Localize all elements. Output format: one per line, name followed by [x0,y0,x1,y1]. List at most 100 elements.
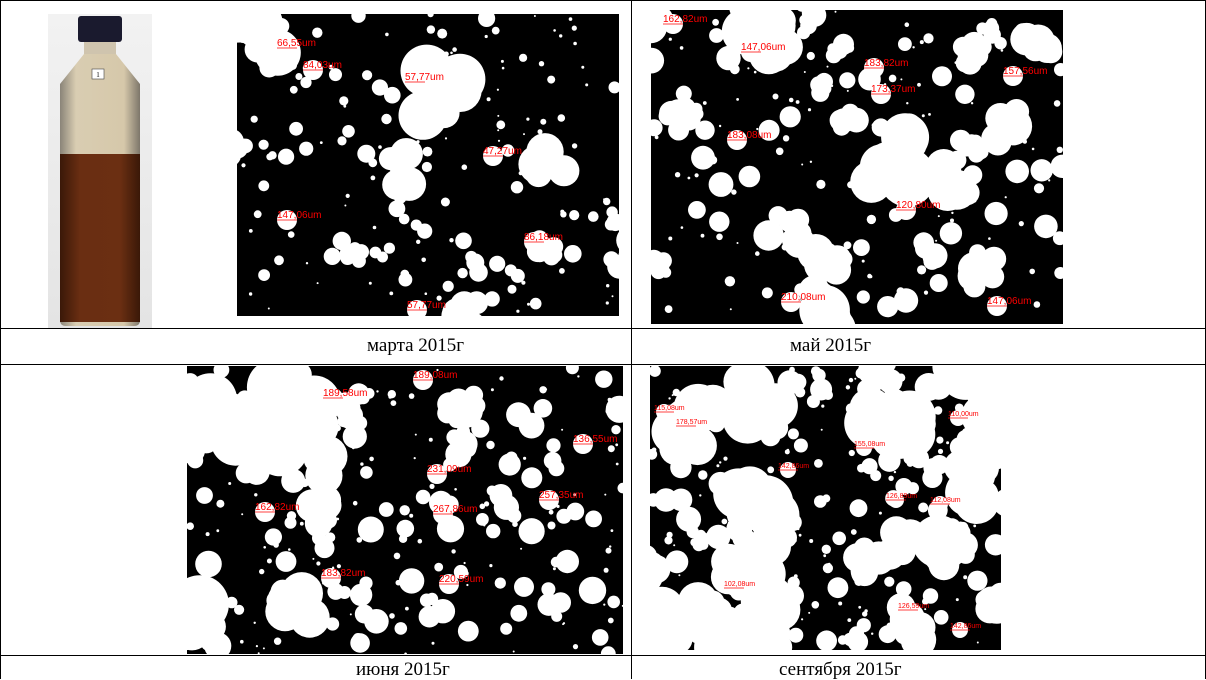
particle [484,34,488,39]
particle [467,299,479,310]
caption-september: сентября 2015г [779,659,902,680]
particle [911,411,936,437]
particle [962,165,983,185]
particle [431,641,435,645]
particle [258,180,270,192]
particle [299,589,302,593]
particle [774,422,777,425]
particle [263,546,266,549]
particle [452,47,457,52]
diameter-label: 220,59um [439,574,483,585]
particle [806,395,820,408]
particle [413,457,416,460]
particle [514,576,534,597]
particle [772,93,779,100]
particle [725,472,738,485]
particle-image-september: 115,08um 178,57um 110,00um 155,08um 142,86um… [650,366,1001,650]
particle [496,88,499,91]
particle [526,117,530,121]
bottle-label: 1 [96,71,100,79]
particle [449,238,454,243]
particle [809,160,813,163]
particle [1005,159,1029,184]
particle [1022,139,1027,144]
particle [779,106,801,128]
particle [187,582,211,607]
particle [797,10,806,12]
particle [888,475,894,481]
particle [389,613,395,619]
particle [737,624,743,630]
particle [709,211,730,232]
particle [302,600,329,627]
particle [844,107,869,133]
particle [428,437,433,442]
particle [604,218,617,231]
particle [744,609,752,618]
diameter-label: 126,89um [886,493,917,500]
particle [859,144,905,189]
particle [415,489,431,505]
panel-march: 66,55um 84,03um 57,77um 47,27um 147,06um 86,1… [237,14,619,316]
particle [651,119,663,137]
particle [775,147,784,156]
particle [1054,63,1063,77]
particle [490,388,494,392]
particle [303,446,330,473]
particle [832,531,846,546]
particle [338,586,351,599]
particle [507,284,517,294]
particle [258,405,273,420]
particle [267,307,270,310]
particle [702,101,707,105]
particle [600,646,616,654]
particle [416,239,421,244]
particle [703,397,709,402]
particle [786,411,789,414]
particle [553,29,556,32]
particle [955,84,975,105]
particle [564,245,582,263]
particle [733,603,752,622]
particle [521,280,526,285]
particle [312,557,315,560]
particle [670,429,681,440]
particle [904,22,910,27]
particle [895,478,913,495]
particle [677,115,680,119]
particle [500,582,503,585]
particle [305,262,309,265]
particle [496,120,506,130]
particle [571,143,578,149]
particle [1029,268,1035,275]
particle [957,45,978,66]
particle [539,386,547,394]
particle [893,470,897,474]
particle [934,156,937,159]
particle [385,32,389,37]
particle [744,539,750,545]
particle [821,243,837,258]
particle [810,76,828,94]
particle [527,302,530,306]
particle [591,629,609,646]
particle [550,556,562,568]
particle [936,193,939,196]
particle [677,501,684,509]
particle [781,243,789,251]
particle [484,291,500,307]
particle [784,513,802,531]
particle [603,197,611,206]
diameter-label: 183,08um [727,130,771,141]
particle [484,501,490,507]
particle [324,518,327,521]
particle [709,28,724,43]
particle [755,251,760,256]
particle [994,406,997,409]
particle [888,601,892,606]
particle [963,575,968,580]
particle [329,485,335,490]
particle [793,438,808,453]
diameter-label: 57,77um [405,72,444,83]
particle-cluster [295,485,342,538]
